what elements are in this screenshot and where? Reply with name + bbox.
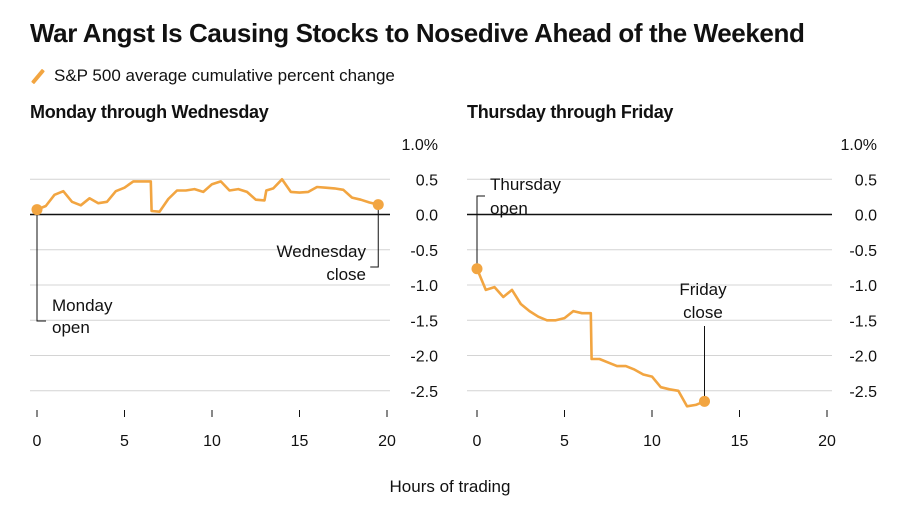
y-tick-label: -2.5: [410, 384, 438, 401]
y-tick-label: -1.5: [849, 313, 877, 330]
annotation-label: Thursday: [490, 175, 561, 194]
annotation-label: close: [683, 303, 723, 322]
legend: S&P 500 average cumulative percent chang…: [30, 66, 395, 86]
x-tick-label: 0: [473, 433, 482, 450]
y-tick-label: 1.0%: [402, 137, 438, 154]
annotation-label: Monday: [52, 296, 113, 315]
y-tick-label: -1.0: [849, 278, 877, 295]
annotation-label: open: [490, 199, 528, 218]
y-tick-label: -1.5: [410, 313, 438, 330]
annotation-marker: [31, 204, 43, 216]
y-tick-label: 0.5: [416, 172, 438, 189]
y-tick-label: -0.5: [849, 243, 877, 260]
annotation-label: open: [52, 318, 90, 337]
annotation-leader: [36, 209, 46, 322]
y-tick-label: 0.5: [855, 172, 877, 189]
y-tick-label: -2.5: [849, 384, 877, 401]
annotation-leader: [370, 204, 379, 268]
x-tick-label: 5: [560, 433, 569, 450]
y-tick-label: 0.0: [855, 208, 877, 225]
y-tick-label: -2.0: [849, 349, 877, 366]
y-tick-label: 0.0: [416, 208, 438, 225]
annotation-marker: [471, 263, 483, 275]
annotation-label: Wednesday: [277, 242, 367, 261]
y-tick-label: 1.0%: [841, 137, 877, 154]
x-tick-label: 15: [291, 433, 309, 450]
annotation-leader: [476, 195, 485, 269]
annotation-label: close: [326, 265, 366, 284]
series-line: [475, 267, 706, 408]
x-tick-label: 20: [818, 433, 836, 450]
x-tick-label: 5: [120, 433, 129, 450]
panel-title-left: Monday through Wednesday: [30, 102, 269, 122]
x-tick-label: 10: [203, 433, 221, 450]
legend-label: S&P 500 average cumulative percent chang…: [54, 66, 395, 85]
panel-title-right: Thursday through Friday: [467, 102, 674, 122]
x-tick-label: 15: [731, 433, 749, 450]
annotation-label: Friday: [679, 280, 727, 299]
annotation-marker: [372, 199, 384, 211]
chart-area: 1.0% 0.5 0.0 -0.5 -1.0 -1.5 -2.0 -2.5 0 5 10 15 20 Mo…: [30, 137, 877, 450]
x-axis-label: Hours of trading: [389, 477, 511, 496]
y-tick-label: -0.5: [410, 243, 438, 260]
x-tick-label: 20: [378, 433, 396, 450]
x-tick-label: 0: [33, 433, 42, 450]
y-tick-label: -2.0: [410, 349, 438, 366]
series-line: [35, 178, 380, 213]
chart-title: War Angst Is Causing Stocks to Nosedive …: [30, 18, 805, 48]
annotation-marker: [699, 395, 710, 407]
x-tick-label: 10: [643, 433, 661, 450]
y-tick-label: -1.0: [410, 278, 438, 295]
